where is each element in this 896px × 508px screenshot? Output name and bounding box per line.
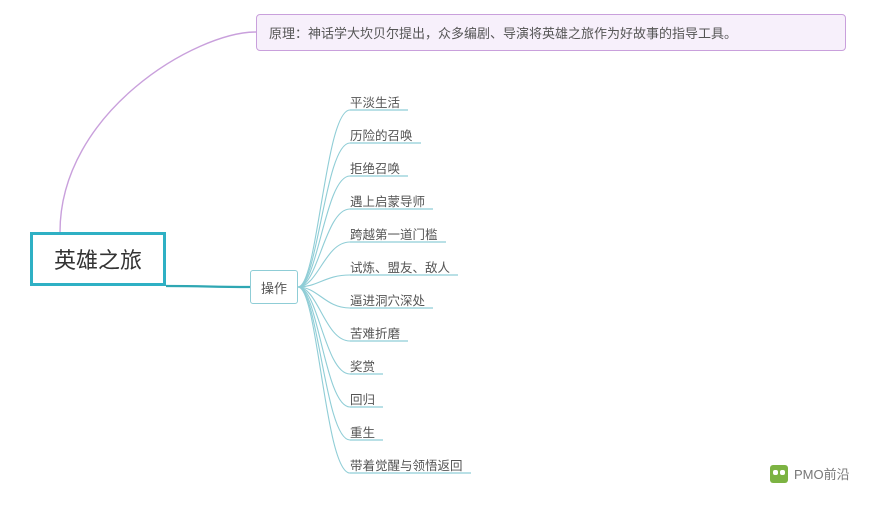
leaf-item[interactable]: 回归 — [350, 389, 375, 408]
root-node[interactable]: 英雄之旅 — [30, 232, 166, 286]
principle-node[interactable]: 原理：神话学大坎贝尔提出，众多编剧、导演将英雄之旅作为好故事的指导工具。 — [256, 14, 846, 51]
leaf-item[interactable]: 重生 — [350, 422, 375, 441]
leaf-item[interactable]: 试炼、盟友、敌人 — [350, 257, 450, 276]
principle-label: 原理：神话学大坎贝尔提出，众多编剧、导演将英雄之旅作为好故事的指导工具。 — [269, 26, 737, 41]
operation-node[interactable]: 操作 — [250, 270, 298, 304]
root-label: 英雄之旅 — [54, 243, 142, 275]
leaf-item[interactable]: 平淡生活 — [350, 92, 400, 111]
leaf-item[interactable]: 带着觉醒与领悟返回 — [350, 455, 463, 474]
watermark-label: PMO前沿 — [794, 464, 850, 483]
leaf-item[interactable]: 拒绝召唤 — [350, 158, 400, 177]
leaf-item[interactable]: 跨越第一道门槛 — [350, 224, 438, 243]
leaf-item[interactable]: 历险的召唤 — [350, 125, 413, 144]
leaf-item[interactable]: 苦难折磨 — [350, 323, 400, 342]
leaf-item[interactable]: 奖赏 — [350, 356, 375, 375]
leaf-item[interactable]: 逼进洞穴深处 — [350, 290, 425, 309]
watermark: PMO前沿 — [770, 464, 850, 483]
wechat-icon — [770, 465, 788, 483]
operation-label: 操作 — [261, 278, 287, 297]
leaf-item[interactable]: 遇上启蒙导师 — [350, 191, 425, 210]
